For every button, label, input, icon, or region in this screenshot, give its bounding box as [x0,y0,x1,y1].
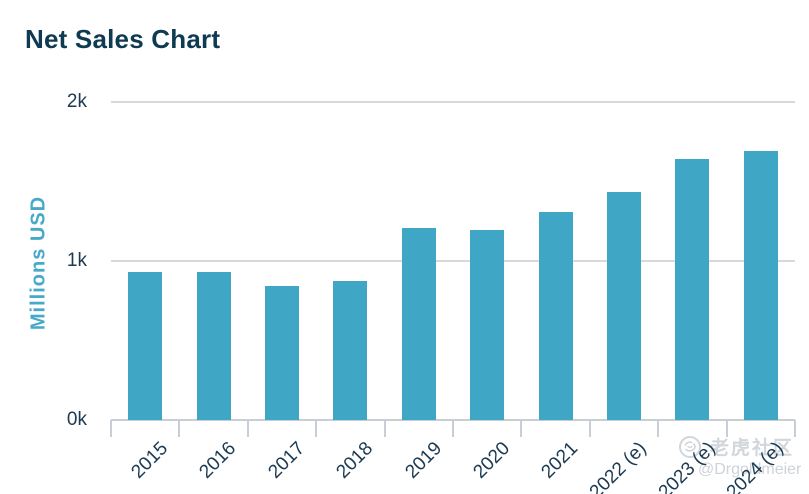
x-axis-tick [452,420,454,437]
tiger-logo-icon [678,435,702,459]
bar-2022 (e) [607,192,641,420]
gridline-2k [111,101,795,103]
bar-2021 [539,212,573,420]
x-tick-label: 2022 (e) [585,438,651,494]
y-tick-label: 0k [66,409,87,430]
y-tick-label: 1k [66,250,87,271]
bar-2015 [128,272,162,420]
bar-2023 (e) [675,159,709,420]
x-axis-tick [657,420,660,437]
x-axis-tick [315,420,318,437]
watermark-community-label: 老虎社区 [710,438,795,459]
x-tick-label: 2021 [537,438,583,483]
bar-2017 [265,286,299,420]
bar-2024 (e) [744,151,778,420]
x-tick-label: 2019 [400,438,446,483]
x-tick-label: 2018 [332,438,378,483]
y-tick-label: 2k [66,91,87,112]
x-axis-tick [246,420,249,437]
watermark-handle: @Drgoldmeier [698,461,802,478]
x-axis-tick [725,420,728,437]
bar-2018 [333,281,367,420]
gridline-1k [111,260,795,262]
x-axis-tick [110,420,112,437]
chart-title: Net Sales Chart [25,24,221,54]
x-axis-tick [588,420,591,437]
bar-2016 [197,272,231,420]
x-axis-tick [794,420,796,437]
x-axis-tick [383,420,386,437]
x-tick-label: 2017 [264,438,309,483]
x-tick-label: 2015 [127,438,173,483]
x-axis-tick [178,420,181,437]
x-tick-label: 2016 [195,438,241,483]
x-tick-label: 2020 [469,438,515,483]
bar-2019 [402,228,436,420]
x-axis-tick [520,420,523,437]
bar-2020 [470,230,504,420]
watermark: 老虎社区 @Drgoldmeier [678,433,801,479]
